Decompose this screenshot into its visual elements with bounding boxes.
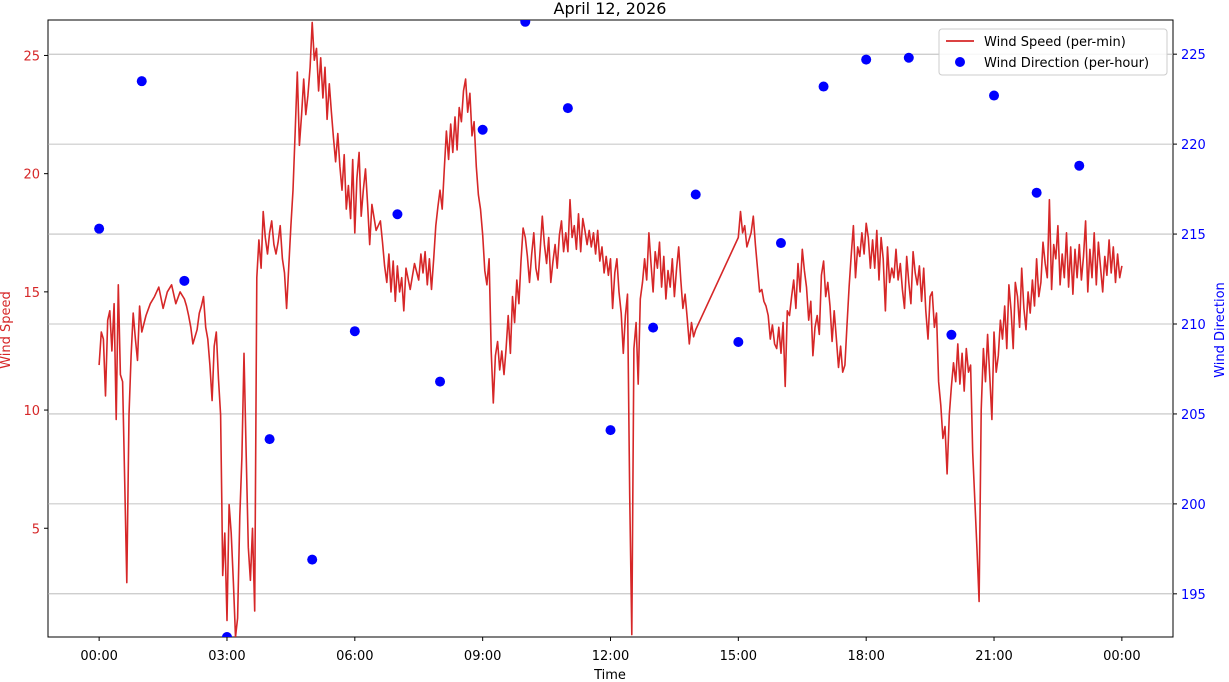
right-tick-label: 210 xyxy=(1181,318,1206,333)
right-tick-label: 205 xyxy=(1181,408,1206,423)
wind-direction-point xyxy=(435,376,446,387)
legend-dot-marker xyxy=(955,57,965,67)
plot-frame xyxy=(47,19,1174,638)
legend-label-wind-direction: Wind Direction (per-hour) xyxy=(984,56,1149,71)
grid xyxy=(48,53,1173,595)
wind-direction-point xyxy=(179,275,190,286)
right-tick-label: 215 xyxy=(1181,228,1206,243)
wind-direction-point xyxy=(307,554,318,565)
wind-direction-point xyxy=(477,124,488,135)
wind-direction-point xyxy=(1074,160,1085,171)
wind-direction-point xyxy=(392,209,403,220)
legend-label-wind-speed: Wind Speed (per-min) xyxy=(984,35,1126,50)
axes: 00:00 03:00 06:00 09:00 12:00 15:00 18:00 21:00… xyxy=(23,48,1205,664)
wind-direction-point xyxy=(946,329,957,340)
right-tick-label: 200 xyxy=(1181,498,1206,513)
wind-direction-point xyxy=(690,189,701,200)
right-tick-label: 195 xyxy=(1181,588,1206,603)
series-layer xyxy=(94,20,1123,637)
x-tick-label: 15:00 xyxy=(720,649,757,664)
right-tick-label: 220 xyxy=(1181,138,1206,153)
wind-direction-point xyxy=(221,632,232,637)
wind-direction-point xyxy=(733,336,744,347)
left-tick-label: 20 xyxy=(23,168,40,183)
wind-direction-point xyxy=(903,52,914,63)
x-tick-label: 12:00 xyxy=(592,649,629,664)
right-tick-label: 225 xyxy=(1181,48,1206,63)
x-tick-label: 21:00 xyxy=(975,649,1012,664)
left-tick-label: 15 xyxy=(23,286,40,301)
x-axis-label: Time xyxy=(593,668,626,682)
left-axis-label: Wind Speed xyxy=(0,291,14,369)
wind-direction-point xyxy=(562,103,573,114)
wind-direction-point xyxy=(818,81,829,92)
right-axis-label: Wind Direction xyxy=(1213,282,1228,378)
x-tick-label: 03:00 xyxy=(208,649,245,664)
chart-title: April 12, 2026 xyxy=(554,0,667,18)
wind-direction-point xyxy=(989,90,1000,101)
left-tick-label: 10 xyxy=(23,404,40,419)
left-tick-label: 5 xyxy=(32,522,40,537)
legend-box xyxy=(938,28,1168,76)
left-tick-label: 25 xyxy=(23,49,40,64)
wind-speed-line xyxy=(98,21,1123,637)
x-tick-label: 06:00 xyxy=(336,649,373,664)
x-tick-label: 00:00 xyxy=(80,649,117,664)
legend: Wind Speed (per-min) Wind Direction (per… xyxy=(938,28,1168,76)
x-tick-label: 00:00 xyxy=(1103,649,1140,664)
wind-direction-point xyxy=(775,238,786,249)
x-tick-label: 09:00 xyxy=(464,649,501,664)
x-tick-label: 18:00 xyxy=(847,649,884,664)
wind-direction-point xyxy=(605,425,616,436)
wind-direction-point xyxy=(520,20,531,27)
wind-direction-point xyxy=(648,322,659,333)
wind-direction-point xyxy=(861,54,872,65)
wind-direction-point xyxy=(94,223,105,234)
wind-direction-point xyxy=(264,434,275,445)
wind-direction-point xyxy=(349,326,360,337)
wind-direction-point xyxy=(136,76,147,87)
wind-direction-point xyxy=(1031,187,1042,198)
